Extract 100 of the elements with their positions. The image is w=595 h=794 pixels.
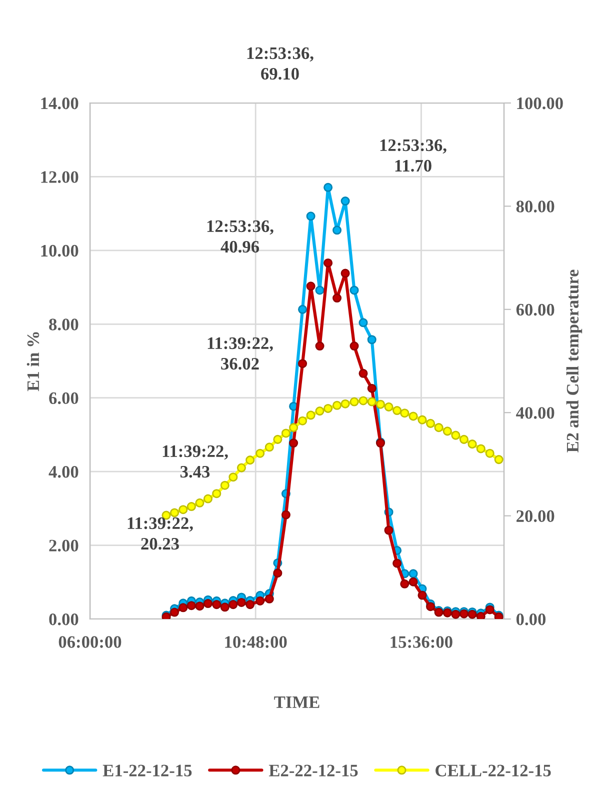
point [408, 569, 418, 578]
y2-axis-title: E2 and Cell temperature [566, 270, 582, 452]
point [324, 258, 333, 268]
y2-tick-label: 100.00 [517, 97, 563, 110]
x-tick-label: 10:48:00 [225, 636, 287, 648]
y-tick-label: 0.00 [49, 613, 78, 626]
point [476, 444, 486, 454]
point [178, 603, 188, 612]
point [476, 612, 486, 619]
point [340, 196, 350, 206]
point [298, 416, 308, 426]
point [350, 397, 359, 406]
point [256, 596, 265, 606]
point [392, 406, 402, 416]
point [195, 602, 204, 611]
y-tick-label: 14.00 [41, 97, 78, 110]
y-tick-label: 10.00 [41, 244, 78, 257]
point [306, 410, 316, 420]
point [451, 610, 460, 619]
point [289, 438, 298, 448]
y-tick-label: 2.00 [49, 540, 78, 552]
legend-label: E2-22-12-15 [268, 764, 358, 776]
point [264, 594, 274, 604]
point [376, 400, 386, 409]
annotation: 12:53:36, 40.96 [207, 220, 274, 253]
point [273, 434, 282, 444]
point [170, 608, 180, 617]
y-axis-title: E1 in % [26, 332, 40, 392]
point [212, 600, 222, 610]
point [408, 577, 418, 586]
x-tick-label: 06:00:00 [58, 636, 122, 648]
point [195, 498, 204, 508]
point [358, 318, 368, 328]
point [485, 605, 494, 614]
point [418, 415, 427, 424]
point [350, 342, 359, 351]
point [468, 610, 477, 619]
point [246, 456, 255, 465]
point [408, 412, 418, 421]
point [367, 335, 376, 344]
annotation: 11:39:22, 20.23 [128, 517, 193, 550]
point [289, 423, 298, 432]
point [332, 400, 342, 410]
point [203, 599, 213, 608]
point [281, 510, 290, 520]
point [298, 359, 308, 368]
point [236, 463, 246, 472]
point [426, 602, 436, 612]
point [340, 268, 350, 278]
point [298, 304, 308, 314]
point [264, 442, 274, 452]
y2-tick-label: 40.00 [516, 407, 554, 419]
point [315, 406, 324, 416]
point [451, 430, 460, 440]
x-tick-label: 15:36:00 [390, 636, 452, 648]
point [442, 426, 452, 436]
point [281, 428, 290, 438]
y2-tick-label: 0.00 [516, 613, 546, 626]
point [186, 601, 196, 610]
y-tick-label: 12.00 [41, 171, 78, 183]
point [236, 598, 246, 607]
point [485, 448, 494, 458]
point [367, 397, 376, 406]
x-axis-title: TIME [274, 696, 320, 708]
point [434, 423, 444, 432]
point [306, 282, 316, 291]
point [273, 568, 282, 578]
text: 12:53:36, 69.10 [247, 47, 314, 80]
point [468, 440, 477, 449]
legend-label: CELL-22-12-15 [436, 764, 551, 776]
point [324, 404, 333, 413]
point [212, 489, 222, 498]
point [178, 505, 188, 514]
point [306, 212, 316, 221]
point [418, 590, 427, 600]
point [186, 502, 196, 512]
point [384, 402, 394, 412]
point [220, 602, 230, 612]
point [246, 600, 255, 610]
point [228, 600, 238, 610]
annotation: 11:39:22, 36.02 [208, 337, 273, 370]
point [367, 384, 376, 393]
y2-tick-label: 60.00 [516, 304, 554, 316]
point [400, 579, 410, 588]
point [350, 286, 359, 295]
y-tick-label: 6.00 [49, 392, 78, 404]
point [315, 342, 324, 351]
point [332, 294, 342, 303]
point [332, 226, 342, 235]
point [170, 508, 180, 518]
legend-label: E1-22-12-15 [102, 764, 192, 776]
point [324, 182, 333, 192]
point [494, 455, 504, 464]
point [340, 399, 350, 408]
point [203, 494, 213, 504]
y2-tick-label: 20.00 [516, 510, 554, 522]
point [392, 558, 402, 568]
point [358, 368, 368, 378]
point [400, 408, 410, 418]
y2-tick-label: 80.00 [516, 200, 554, 212]
